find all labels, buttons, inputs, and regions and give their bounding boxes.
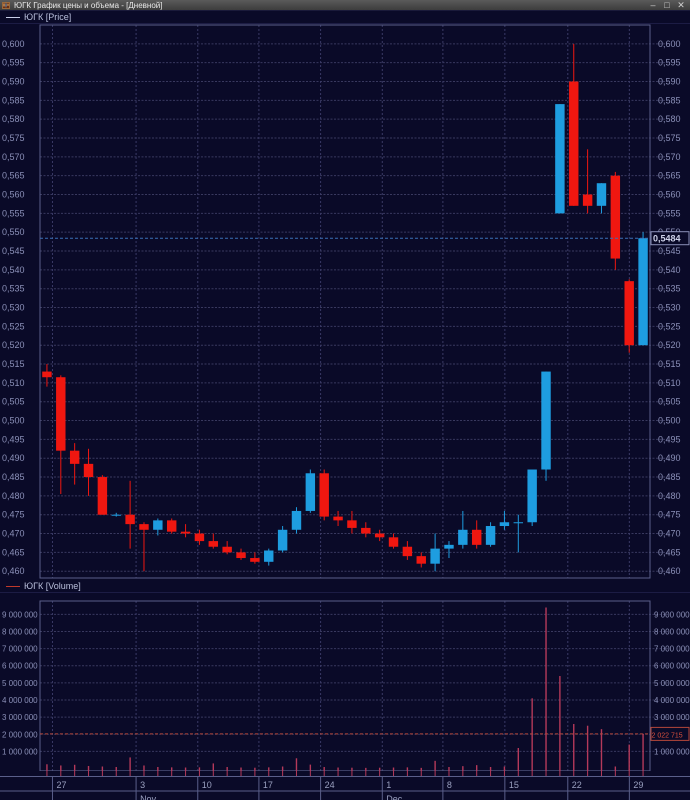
svg-text:0,575: 0,575 bbox=[658, 133, 681, 143]
svg-text:0,480: 0,480 bbox=[2, 491, 25, 501]
svg-text:0,475: 0,475 bbox=[2, 510, 25, 520]
svg-text:0,505: 0,505 bbox=[658, 397, 681, 407]
svg-text:4 000 000: 4 000 000 bbox=[654, 696, 690, 705]
svg-text:0,530: 0,530 bbox=[658, 303, 681, 313]
svg-text:0,520: 0,520 bbox=[2, 340, 25, 350]
svg-text:0,585: 0,585 bbox=[658, 95, 681, 105]
svg-text:8 000 000: 8 000 000 bbox=[2, 627, 38, 636]
svg-text:Nov: Nov bbox=[140, 794, 157, 800]
svg-text:0,470: 0,470 bbox=[2, 529, 25, 539]
svg-text:3 000 000: 3 000 000 bbox=[2, 713, 38, 722]
svg-text:29: 29 bbox=[633, 780, 643, 790]
svg-text:0,580: 0,580 bbox=[2, 114, 25, 124]
svg-text:0,5484: 0,5484 bbox=[653, 234, 681, 244]
svg-text:0,590: 0,590 bbox=[658, 77, 681, 87]
svg-text:0,565: 0,565 bbox=[2, 171, 25, 181]
svg-text:3 000 000: 3 000 000 bbox=[654, 713, 690, 722]
svg-text:10: 10 bbox=[202, 780, 212, 790]
svg-text:0,465: 0,465 bbox=[2, 547, 25, 557]
svg-text:0,525: 0,525 bbox=[658, 321, 681, 331]
svg-text:0,510: 0,510 bbox=[2, 378, 25, 388]
svg-text:0,600: 0,600 bbox=[2, 39, 25, 49]
svg-text:0,600: 0,600 bbox=[658, 39, 681, 49]
svg-text:0,490: 0,490 bbox=[658, 453, 681, 463]
svg-text:0,465: 0,465 bbox=[658, 547, 681, 557]
svg-text:0,485: 0,485 bbox=[2, 472, 25, 482]
svg-text:0,580: 0,580 bbox=[658, 114, 681, 124]
svg-text:0,585: 0,585 bbox=[2, 95, 25, 105]
svg-text:Dec: Dec bbox=[386, 794, 403, 800]
svg-text:9 000 000: 9 000 000 bbox=[654, 610, 690, 619]
svg-text:0,530: 0,530 bbox=[2, 303, 25, 313]
svg-text:0,555: 0,555 bbox=[2, 208, 25, 218]
svg-text:0,555: 0,555 bbox=[658, 208, 681, 218]
svg-text:0,495: 0,495 bbox=[2, 434, 25, 444]
svg-text:8 000 000: 8 000 000 bbox=[654, 627, 690, 636]
svg-text:0,560: 0,560 bbox=[658, 190, 681, 200]
svg-text:0,570: 0,570 bbox=[2, 152, 25, 162]
svg-text:0,485: 0,485 bbox=[658, 472, 681, 482]
svg-text:5 000 000: 5 000 000 bbox=[2, 679, 38, 688]
svg-text:0,525: 0,525 bbox=[2, 321, 25, 331]
svg-text:0,460: 0,460 bbox=[2, 566, 25, 576]
svg-text:4 000 000: 4 000 000 bbox=[2, 696, 38, 705]
svg-text:0,460: 0,460 bbox=[658, 566, 681, 576]
svg-text:0,595: 0,595 bbox=[658, 58, 681, 68]
svg-text:0,505: 0,505 bbox=[2, 397, 25, 407]
svg-text:0,495: 0,495 bbox=[658, 434, 681, 444]
svg-text:8: 8 bbox=[447, 780, 452, 790]
svg-text:0,540: 0,540 bbox=[658, 265, 681, 275]
svg-text:0,545: 0,545 bbox=[2, 246, 25, 256]
svg-text:17: 17 bbox=[263, 780, 273, 790]
svg-text:1: 1 bbox=[386, 780, 391, 790]
svg-text:0,490: 0,490 bbox=[2, 453, 25, 463]
svg-text:0,480: 0,480 bbox=[658, 491, 681, 501]
svg-text:15: 15 bbox=[509, 780, 519, 790]
svg-text:0,560: 0,560 bbox=[2, 190, 25, 200]
svg-text:0,500: 0,500 bbox=[2, 416, 25, 426]
svg-text:22: 22 bbox=[572, 780, 582, 790]
svg-text:7 000 000: 7 000 000 bbox=[654, 645, 690, 654]
svg-text:9 000 000: 9 000 000 bbox=[2, 610, 38, 619]
svg-text:1 000 000: 1 000 000 bbox=[2, 747, 38, 756]
svg-text:2 022 715: 2 022 715 bbox=[652, 732, 683, 739]
svg-text:0,540: 0,540 bbox=[2, 265, 25, 275]
svg-text:0,510: 0,510 bbox=[658, 378, 681, 388]
svg-text:1 000 000: 1 000 000 bbox=[654, 747, 690, 756]
svg-text:0,515: 0,515 bbox=[2, 359, 25, 369]
svg-text:0,590: 0,590 bbox=[2, 77, 25, 87]
svg-text:0,565: 0,565 bbox=[658, 171, 681, 181]
svg-text:0,535: 0,535 bbox=[658, 284, 681, 294]
svg-text:0,550: 0,550 bbox=[2, 227, 25, 237]
svg-text:0,475: 0,475 bbox=[658, 510, 681, 520]
svg-text:0,595: 0,595 bbox=[2, 58, 25, 68]
svg-text:0,470: 0,470 bbox=[658, 529, 681, 539]
svg-text:0,500: 0,500 bbox=[658, 416, 681, 426]
svg-text:7 000 000: 7 000 000 bbox=[2, 645, 38, 654]
svg-text:3: 3 bbox=[140, 780, 145, 790]
svg-text:24: 24 bbox=[325, 780, 335, 790]
svg-text:0,515: 0,515 bbox=[658, 359, 681, 369]
svg-text:0,575: 0,575 bbox=[2, 133, 25, 143]
svg-text:2 000 000: 2 000 000 bbox=[2, 730, 38, 739]
svg-text:0,570: 0,570 bbox=[658, 152, 681, 162]
svg-text:0,520: 0,520 bbox=[658, 340, 681, 350]
svg-text:6 000 000: 6 000 000 bbox=[2, 662, 38, 671]
svg-text:27: 27 bbox=[56, 780, 66, 790]
svg-text:6 000 000: 6 000 000 bbox=[654, 662, 690, 671]
svg-text:0,535: 0,535 bbox=[2, 284, 25, 294]
svg-text:0,545: 0,545 bbox=[658, 246, 681, 256]
svg-text:5 000 000: 5 000 000 bbox=[654, 679, 690, 688]
